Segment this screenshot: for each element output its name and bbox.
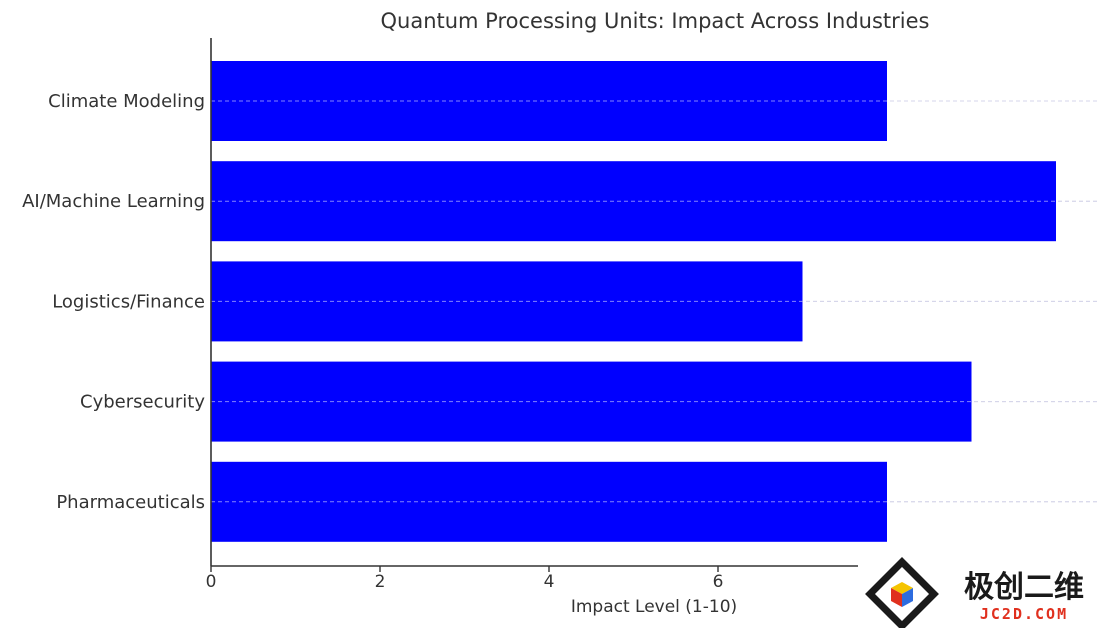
bars <box>211 61 1098 542</box>
x-axis-label: Impact Level (1-10) <box>571 597 737 617</box>
watermark: 极创二维 JC2D.COM <box>865 557 1084 628</box>
category-label: Cybersecurity <box>80 392 205 413</box>
category-labels: Climate Modeling AI/Machine Learning Logis… <box>22 91 205 513</box>
x-tick-label: 0 <box>206 572 217 592</box>
x-tick-label: 2 <box>375 572 386 592</box>
category-label: AI/Machine Learning <box>22 191 205 212</box>
x-tick-label: 6 <box>713 572 724 592</box>
x-ticks: 0 2 4 6 <box>206 566 724 592</box>
axes <box>210 38 858 567</box>
category-label: Pharmaceuticals <box>56 492 205 513</box>
watermark-text-cn: 极创二维 <box>964 570 1084 605</box>
chart-title: Quantum Processing Units: Impact Across … <box>380 9 929 33</box>
category-label: Logistics/Finance <box>52 291 205 312</box>
x-tick-label: 4 <box>544 572 555 592</box>
diamond-cube-logo-icon <box>865 557 939 628</box>
watermark-text-en: JC2D.COM <box>980 605 1068 623</box>
category-label: Climate Modeling <box>48 91 205 112</box>
